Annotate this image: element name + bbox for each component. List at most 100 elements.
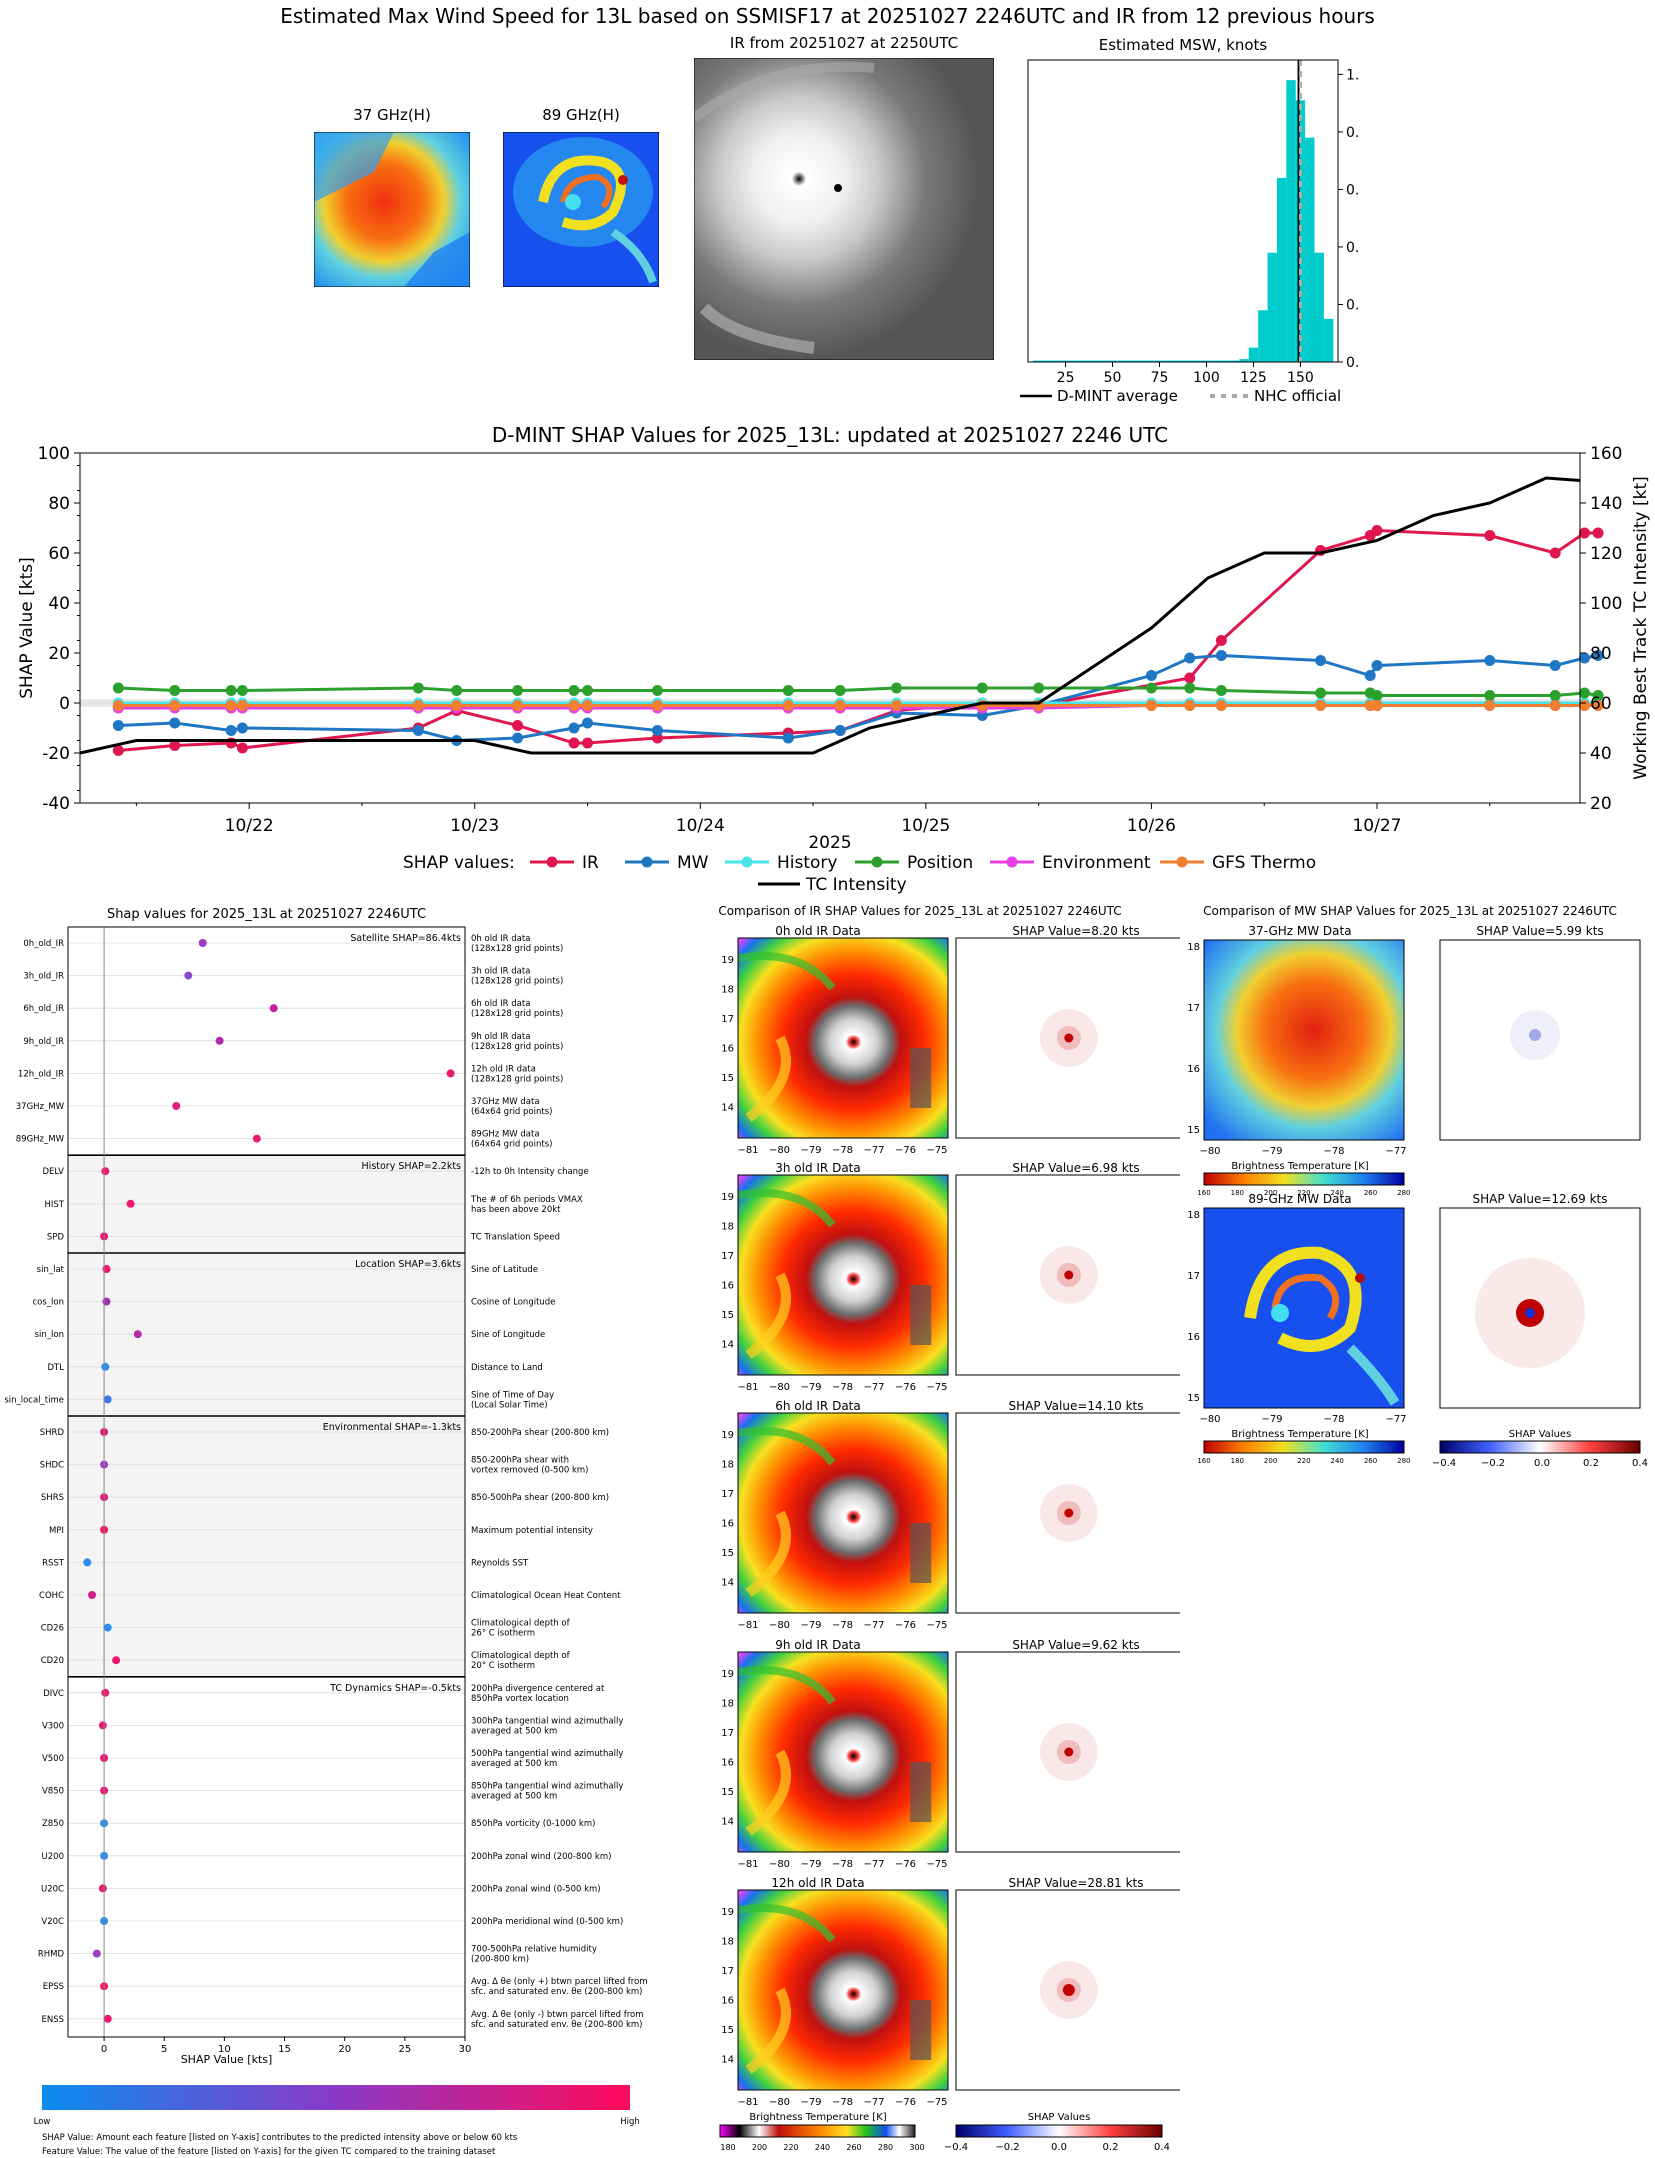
mw-cbar-tick: 260 [1364,1457,1377,1465]
ir-xtick-label: −81 [737,1382,758,1393]
series-point-gfs-thermo [1145,700,1157,711]
series-point-position [1579,687,1591,699]
ir-xtick-label: −76 [895,2097,916,2108]
band [737,1427,836,1466]
series-point-gfs-thermo [1371,700,1383,711]
ir-shap-title: SHAP Value=8.20 kts [1012,924,1139,938]
histogram-bar [1117,360,1127,362]
series-point-mw [112,720,124,731]
ir-ytick-label: 17 [721,1489,734,1500]
series-point-gfs-thermo [834,700,846,711]
series-point-position [1484,690,1496,701]
shap-core [1062,1984,1075,1996]
ir-shap-title: SHAP Value=28.81 kts [1009,1876,1144,1890]
series-point-gfs-thermo [1315,700,1327,711]
feature-name: 12h_old_IR [18,1069,64,1079]
ir-cbar-tick: 280 [878,2143,893,2152]
frame [737,1412,949,1614]
mw-shap-cbar-tick: 0.2 [1583,1458,1599,1469]
ir-xtick-label: −81 [737,1859,758,1870]
feature-desc: Maximum potential intensity [471,1526,593,1536]
feature-xtick-label: 20 [338,2044,351,2055]
histogram-xtick-label: 150 [1287,370,1314,386]
ir-xtick-label: −78 [832,1859,853,1870]
mw-xtick-label: −78 [1323,1146,1344,1157]
mw-cbar-tick: 220 [1297,1189,1310,1197]
histogram-xtick-label: 125 [1240,370,1267,386]
band [745,1987,791,2074]
series-point-mw [1315,655,1327,666]
ir-cbar-tick: 300 [909,2143,924,2152]
ir-cbar-tick: 240 [815,2143,830,2152]
series-point-gfs-thermo [1215,700,1227,711]
mw-cbar-label: Brightness Temperature [K] [1231,1429,1368,1440]
mw-band [1271,1273,1340,1320]
mw-xtick-label: −78 [1323,1414,1344,1425]
feature-desc: 6h old IR data [471,999,530,1009]
feature-xtick-label: 25 [398,2044,411,2055]
ir-xtick-label: −76 [895,1382,916,1393]
ir-ytick-label: 14 [721,2055,734,2066]
feature-desc: (64x64 grid points) [471,1107,552,1117]
feature-name: DTL [48,1363,65,1373]
mw-cbar-tick: 200 [1264,1457,1277,1465]
series-point-mw [834,725,846,736]
feature-desc: sfc. and saturated env. θe (200-800 km) [471,1987,643,1997]
mw-cbar-tick: 160 [1197,1189,1210,1197]
ir-xtick-label: −80 [769,1145,790,1156]
histogram-bar [1276,177,1287,362]
mw-cbar-tick: 200 [1264,1189,1277,1197]
histogram-bar [1229,360,1240,362]
ir-cbar-tick: 200 [752,2143,767,2152]
series-point-mw [236,722,248,734]
ir-xtick-label: −77 [863,1620,884,1631]
series-point-position [1315,687,1327,699]
legend-marker [741,856,753,868]
ir-shap-title: SHAP Value=14.10 kts [1009,1399,1144,1413]
ir-xtick-label: −79 [800,1145,821,1156]
legend-label-gfs-thermo: GFS Thermo [1212,853,1316,873]
feature-name: DIVC [43,1689,64,1699]
ir-shap-cbar-tick: 0.4 [1154,2142,1170,2153]
mw-ytick-label: 17 [1187,1271,1200,1282]
mw-shap-colorbar [1439,1440,1641,1454]
legend-title: SHAP values: [403,853,515,873]
series-point-mw [1215,650,1227,661]
ir-xtick-label: −80 [769,2097,790,2108]
series-point-position [834,685,846,696]
ir-shap-colorbar [955,2124,1163,2138]
series-point-position [582,685,594,696]
ir-xtick-label: −77 [863,2097,884,2108]
msw-histogram-chart: Estimated MSW, knots 25 50 75 100 125 150 0.0 0.… [1020,36,1360,405]
ir-ytick-label: 18 [721,1699,734,1710]
feature-name: CD26 [41,1624,64,1634]
mw-cbar-tick: 160 [1197,1457,1210,1465]
feature-desc: (Local Solar Time) [471,1400,548,1410]
feature-panel-title: Shap values for 2025_13L at 20251027 224… [107,907,426,922]
series-point-gfs-thermo [412,700,424,711]
y2tick-label: 120 [1590,544,1622,564]
series-point-position [512,685,524,696]
feature-desc: Reynolds SST [471,1558,529,1568]
ir-row-title: 0h old IR Data [775,924,861,938]
feature-desc: (200-800 km) [471,1955,529,1965]
mw-cbar-tick: 260 [1364,1189,1377,1197]
feature-point [126,1199,135,1208]
histogram-bar [1173,360,1183,362]
series-point-position [1549,690,1561,701]
feature-desc: sfc. and saturated env. θe (200-800 km) [471,2020,643,2030]
histogram-ytick-label: 0.4 [1346,240,1360,256]
feature-desc: 20° C isotherm [471,1661,535,1671]
feature-colorbar [42,2085,630,2110]
feature-desc: averaged at 500 km [471,1759,557,1769]
timeseries-xlabel: 2025 [808,833,851,853]
frame [1203,1207,1405,1409]
histogram-bar [1154,360,1165,362]
group-label: TC Dynamics SHAP=-0.5kts [329,1683,461,1694]
ir-cbar-tick: 260 [846,2143,861,2152]
feature-desc: (128x128 grid points) [471,977,563,987]
ir-shap-cbar-tick: 0.2 [1103,2142,1119,2153]
feature-desc: 850hPa tangential wind azimuthally [471,1782,623,1792]
histogram-bar [1164,360,1174,362]
ir-ytick-label: 17 [721,1966,734,1977]
